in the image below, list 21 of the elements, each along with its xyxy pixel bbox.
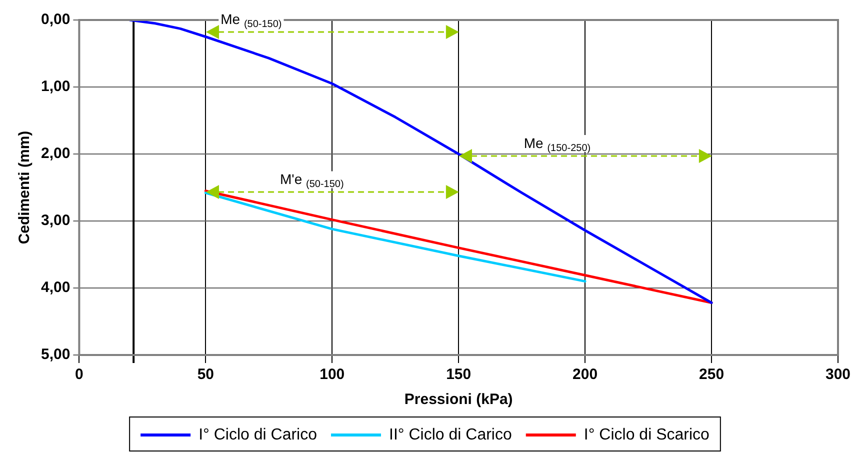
- x-tick-label: 300: [825, 366, 851, 384]
- annotation: M'e (50-150): [280, 171, 344, 190]
- x-tick-label: 200: [572, 366, 598, 384]
- legend-label: II° Ciclo di Carico: [389, 426, 512, 444]
- y-tick-label: 0,00: [40, 11, 70, 28]
- y-tick-label: 4,00: [40, 279, 70, 296]
- x-tick-label: 250: [699, 366, 724, 384]
- x-tick-label: 0: [75, 366, 84, 384]
- annotation: Me (150-250): [524, 135, 591, 154]
- y-tick-label: 5,00: [40, 346, 70, 364]
- y-axis-title: Cedimenti (mm): [16, 130, 34, 244]
- x-axis-title: Pressioni (kPa): [404, 391, 513, 408]
- x-tick-label: 100: [320, 366, 345, 384]
- legend-label: I° Ciclo di Carico: [198, 426, 318, 444]
- annotation: Me (50-150): [220, 11, 282, 30]
- y-tick-label: 1,00: [40, 78, 70, 96]
- y-tick-label: 2,00: [40, 145, 70, 162]
- x-tick-label: 50: [197, 366, 214, 384]
- y-tick-label: 3,00: [40, 212, 70, 230]
- legend-label: I° Ciclo di Scarico: [584, 426, 710, 444]
- x-tick-label: 150: [446, 366, 472, 384]
